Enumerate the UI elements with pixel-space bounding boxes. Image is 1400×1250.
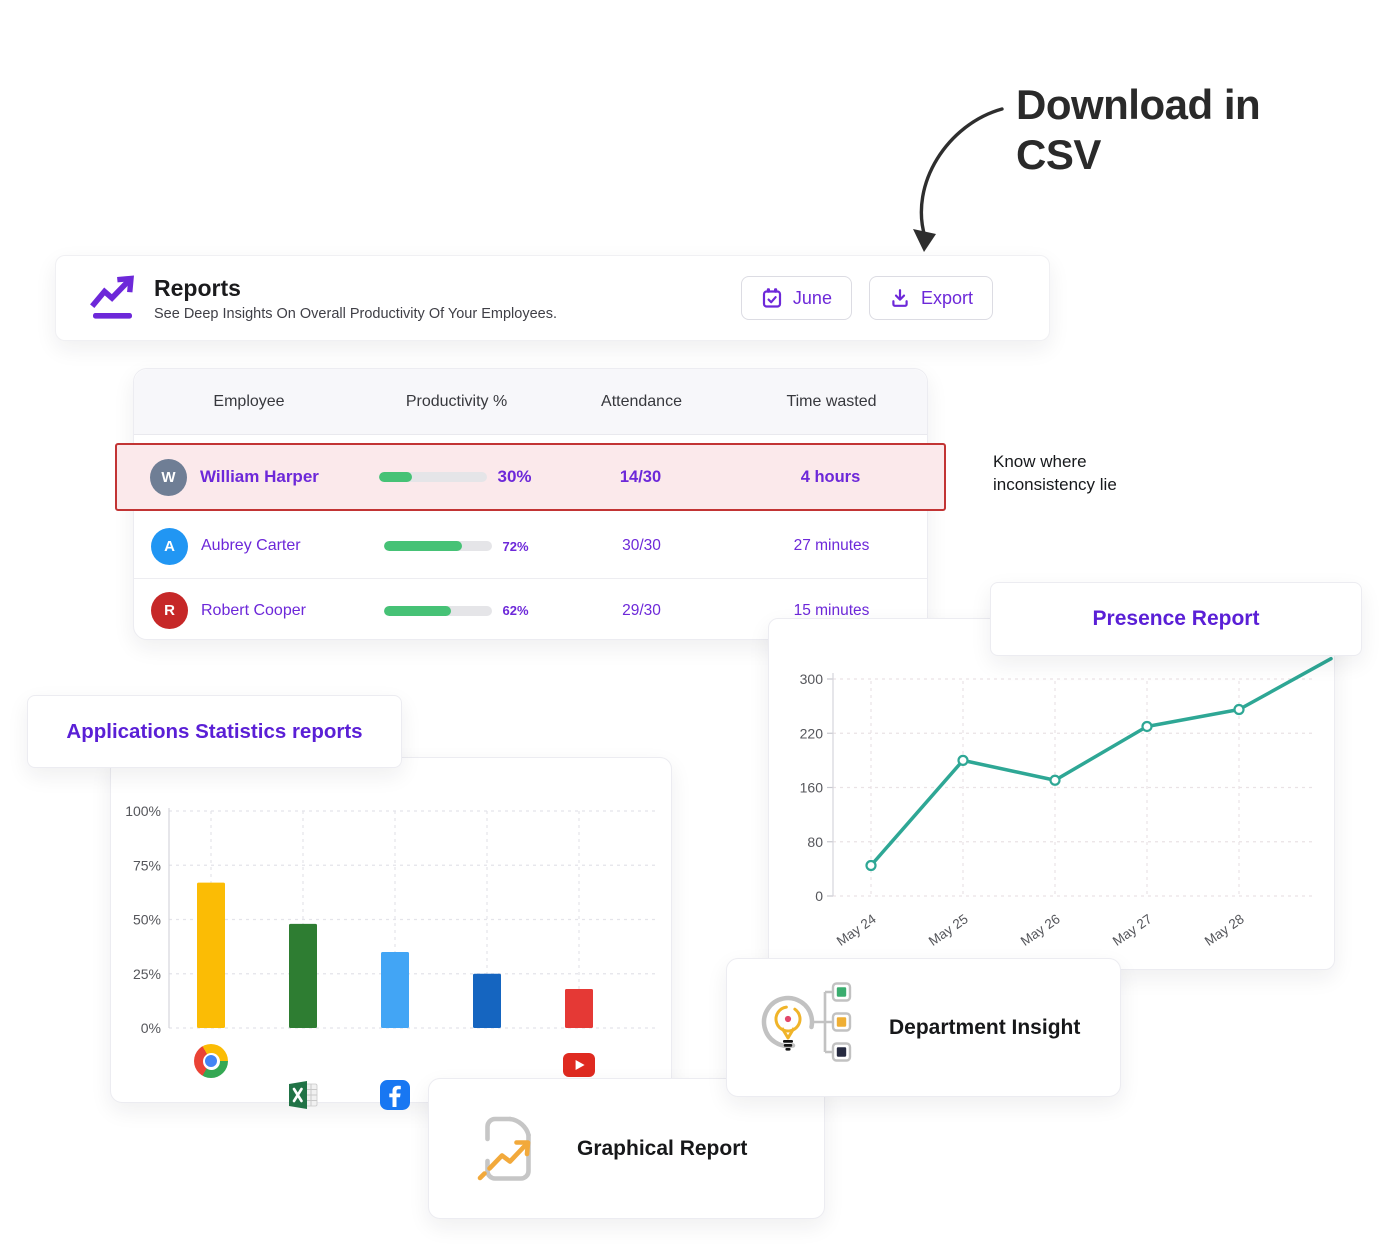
graphical-report-label: Graphical Report [577,1136,748,1160]
svg-text:May 28: May 28 [1202,911,1247,949]
employee-name: Robert Cooper [201,601,306,619]
productivity-value: 30% [497,467,532,486]
avatar: R [151,592,188,629]
productivity-value: 72% [502,538,529,554]
progress-fill [379,472,412,482]
department-insight-card[interactable]: Department Insight [726,958,1121,1097]
column-header-time-wasted: Time wasted [786,392,877,410]
svg-text:25%: 25% [133,966,161,982]
attendance-value: 29/30 [622,601,661,619]
svg-text:300: 300 [800,671,824,687]
chrome-icon [194,1044,228,1078]
download-icon [892,289,908,307]
applications-title-card: Applications Statistics reports [27,695,402,768]
svg-text:160: 160 [800,780,824,796]
attendance-value: 30/30 [622,537,661,554]
time-wasted-value: 4 hours [800,467,861,486]
column-header-attendance: Attendance [601,392,682,410]
svg-text:May 26: May 26 [1018,911,1063,949]
progress-track [384,541,493,551]
page-subtitle: See Deep Insights On Overall Productivit… [154,305,557,322]
presence-line-chart-card: 0 80 160 220 300 May 24 May 25 May 26 May 27 May … [768,618,1335,970]
calendar-check-icon [762,288,782,308]
svg-text:May 25: May 25 [926,911,971,949]
reports-header-card: Reports See Deep Insights On Overall Pro… [55,255,1050,341]
youtube-icon [563,1053,595,1077]
progress-track [379,472,488,482]
progress-track [384,605,493,616]
applications-title: Applications Statistics reports [66,719,363,743]
presence-report-title: Presence Report [1092,607,1260,630]
svg-text:220: 220 [800,725,824,741]
trending-up-icon [90,275,134,319]
lightbulb-mindmap-icon [761,981,852,1062]
department-insight-label: Department Insight [889,1015,1081,1039]
presence-line-chart: 0 80 160 220 300 May 24 May 25 May 26 May 27 May … [800,656,1333,949]
svg-text:50%: 50% [133,912,161,928]
inconsistency-callout: Know where inconsistency lie [993,452,1117,495]
employee-name: Aubrey Carter [201,537,301,554]
svg-text:100%: 100% [125,803,161,819]
productivity-value: 62% [502,603,529,618]
svg-text:75%: 75% [133,857,161,873]
export-button-label: Export [920,287,973,308]
applications-bar-chart-card: 0% 25% 50% 75% 100% [110,757,672,1110]
hand-drawn-arrow-icon [913,107,1004,252]
progress-fill [384,605,452,616]
excel-icon [289,1081,318,1109]
document-trend-icon [477,1116,531,1181]
svg-text:May 24: May 24 [834,911,879,949]
svg-text:80: 80 [807,834,823,850]
table-row: R Robert Cooper 62% 29/30 15 minutes [134,578,927,642]
employee-table-card: Employee Productivity % Attendance Time … [115,368,946,642]
table-header-row: Employee Productivity % Attendance Time … [134,369,927,435]
facebook-icon [380,1080,410,1110]
table-row: A Aubrey Carter 72% 30/30 27 minutes [134,514,927,578]
avatar: A [151,527,188,565]
applications-bar-chart: 0% 25% 50% 75% 100% [125,803,656,1036]
svg-text:0: 0 [815,888,823,904]
month-select-button[interactable]: June [740,276,852,320]
avatar: W [150,458,187,496]
graphical-report-card[interactable]: Graphical Report [428,1078,825,1219]
month-button-label: June [792,287,832,308]
attendance-value: 14/30 [619,467,662,486]
reports-heading: Reports See Deep Insights On Overall Pro… [154,275,557,322]
download-csv-note: Download in CSV [1016,81,1261,178]
svg-text:May 27: May 27 [1110,911,1155,949]
progress-fill [384,541,463,551]
page-title: Reports [154,274,241,301]
export-button[interactable]: Export [868,276,993,320]
time-wasted-value: 27 minutes [793,537,870,554]
header-buttons: June Export [740,276,993,320]
table-row: W William Harper 30% 14/30 4 hours [133,445,928,509]
column-header-productivity: Productivity % [405,392,508,410]
highlighted-row-outline: W William Harper 30% 14/30 4 hours [115,443,946,511]
svg-text:0%: 0% [141,1020,161,1036]
presence-report-title-card: Presence Report [990,582,1362,656]
column-header-employee: Employee [213,392,285,410]
time-wasted-value: 15 minutes [793,601,870,619]
employee-name: William Harper [200,467,319,486]
